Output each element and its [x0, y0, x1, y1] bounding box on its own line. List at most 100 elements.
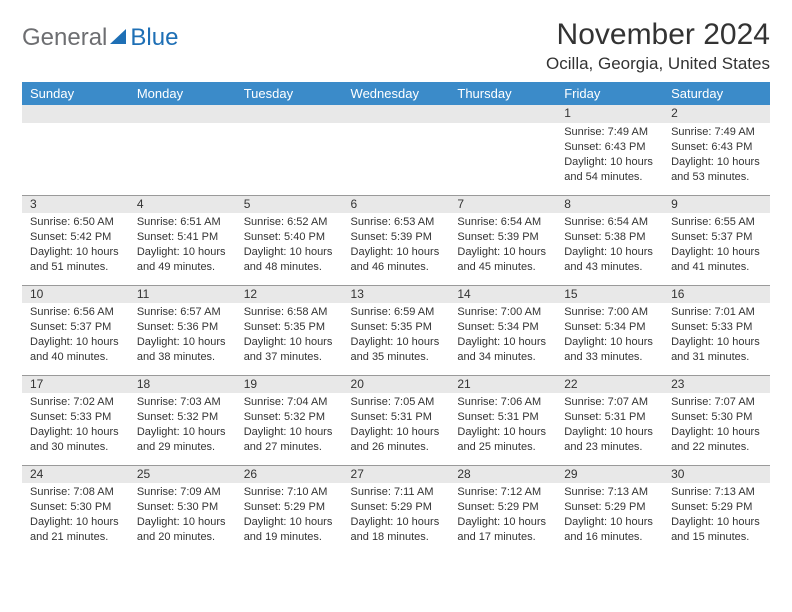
day-header: Wednesday — [343, 82, 450, 105]
day-details: Sunrise: 7:49 AMSunset: 6:43 PMDaylight:… — [556, 123, 663, 195]
sunrise-text: Sunrise: 6:57 AM — [137, 305, 228, 320]
day-details: Sunrise: 6:54 AMSunset: 5:38 PMDaylight:… — [556, 213, 663, 285]
sunset-text: Sunset: 5:37 PM — [671, 230, 762, 245]
day-details: Sunrise: 6:52 AMSunset: 5:40 PMDaylight:… — [236, 213, 343, 285]
sunrise-text: Sunrise: 6:55 AM — [671, 215, 762, 230]
calendar-body: 12 Sunrise: 7:49 AMSunset: 6:43 PMDaylig… — [22, 105, 770, 555]
sunrise-text: Sunrise: 7:03 AM — [137, 395, 228, 410]
daylight-text: Daylight: 10 hours and 51 minutes. — [30, 245, 121, 275]
sunrise-text: Sunrise: 7:02 AM — [30, 395, 121, 410]
daylight-text: Daylight: 10 hours and 53 minutes. — [671, 155, 762, 185]
week-number-row: 24252627282930 — [22, 465, 770, 483]
sunrise-text: Sunrise: 6:59 AM — [351, 305, 442, 320]
day-number: 17 — [22, 375, 129, 393]
sunset-text: Sunset: 5:31 PM — [457, 410, 548, 425]
day-details: Sunrise: 7:03 AMSunset: 5:32 PMDaylight:… — [129, 393, 236, 465]
daylight-text: Daylight: 10 hours and 15 minutes. — [671, 515, 762, 545]
day-details — [343, 123, 450, 195]
day-number: 18 — [129, 375, 236, 393]
day-details: Sunrise: 7:07 AMSunset: 5:31 PMDaylight:… — [556, 393, 663, 465]
sunset-text: Sunset: 5:32 PM — [137, 410, 228, 425]
daylight-text: Daylight: 10 hours and 41 minutes. — [671, 245, 762, 275]
month-title: November 2024 — [546, 18, 770, 52]
day-number — [22, 105, 129, 123]
sunrise-text: Sunrise: 7:49 AM — [564, 125, 655, 140]
daylight-text: Daylight: 10 hours and 19 minutes. — [244, 515, 335, 545]
sunset-text: Sunset: 5:30 PM — [137, 500, 228, 515]
daylight-text: Daylight: 10 hours and 20 minutes. — [137, 515, 228, 545]
day-number: 3 — [22, 195, 129, 213]
day-number: 5 — [236, 195, 343, 213]
day-details: Sunrise: 6:55 AMSunset: 5:37 PMDaylight:… — [663, 213, 770, 285]
day-header: Monday — [129, 82, 236, 105]
day-details: Sunrise: 7:13 AMSunset: 5:29 PMDaylight:… — [663, 483, 770, 555]
sunrise-text: Sunrise: 7:07 AM — [564, 395, 655, 410]
day-details: Sunrise: 7:10 AMSunset: 5:29 PMDaylight:… — [236, 483, 343, 555]
day-number: 20 — [343, 375, 450, 393]
week-number-row: 10111213141516 — [22, 285, 770, 303]
week-number-row: 17181920212223 — [22, 375, 770, 393]
day-details: Sunrise: 6:59 AMSunset: 5:35 PMDaylight:… — [343, 303, 450, 375]
sunset-text: Sunset: 5:29 PM — [564, 500, 655, 515]
sunset-text: Sunset: 5:38 PM — [564, 230, 655, 245]
day-details: Sunrise: 7:00 AMSunset: 5:34 PMDaylight:… — [556, 303, 663, 375]
daylight-text: Daylight: 10 hours and 46 minutes. — [351, 245, 442, 275]
day-number: 24 — [22, 465, 129, 483]
sunrise-text: Sunrise: 7:00 AM — [564, 305, 655, 320]
day-details: Sunrise: 6:56 AMSunset: 5:37 PMDaylight:… — [22, 303, 129, 375]
day-number: 7 — [449, 195, 556, 213]
daylight-text: Daylight: 10 hours and 25 minutes. — [457, 425, 548, 455]
daylight-text: Daylight: 10 hours and 33 minutes. — [564, 335, 655, 365]
calendar-head: SundayMondayTuesdayWednesdayThursdayFrid… — [22, 82, 770, 105]
week-number-row: 12 — [22, 105, 770, 123]
daylight-text: Daylight: 10 hours and 35 minutes. — [351, 335, 442, 365]
sunrise-text: Sunrise: 7:01 AM — [671, 305, 762, 320]
day-details: Sunrise: 7:06 AMSunset: 5:31 PMDaylight:… — [449, 393, 556, 465]
day-number: 16 — [663, 285, 770, 303]
day-header: Tuesday — [236, 82, 343, 105]
sunset-text: Sunset: 5:32 PM — [244, 410, 335, 425]
day-details: Sunrise: 7:08 AMSunset: 5:30 PMDaylight:… — [22, 483, 129, 555]
sunrise-text: Sunrise: 7:10 AM — [244, 485, 335, 500]
day-details: Sunrise: 7:01 AMSunset: 5:33 PMDaylight:… — [663, 303, 770, 375]
sunrise-text: Sunrise: 7:11 AM — [351, 485, 442, 500]
day-number: 2 — [663, 105, 770, 123]
day-number — [343, 105, 450, 123]
logo-text-blue: Blue — [130, 24, 178, 52]
sunset-text: Sunset: 5:31 PM — [564, 410, 655, 425]
day-details — [236, 123, 343, 195]
daylight-text: Daylight: 10 hours and 38 minutes. — [137, 335, 228, 365]
sunset-text: Sunset: 5:40 PM — [244, 230, 335, 245]
day-header: Saturday — [663, 82, 770, 105]
sunrise-text: Sunrise: 7:13 AM — [671, 485, 762, 500]
day-details: Sunrise: 6:51 AMSunset: 5:41 PMDaylight:… — [129, 213, 236, 285]
sunrise-text: Sunrise: 7:07 AM — [671, 395, 762, 410]
week-details-row: Sunrise: 6:56 AMSunset: 5:37 PMDaylight:… — [22, 303, 770, 375]
sunset-text: Sunset: 5:36 PM — [137, 320, 228, 335]
daylight-text: Daylight: 10 hours and 23 minutes. — [564, 425, 655, 455]
daylight-text: Daylight: 10 hours and 29 minutes. — [137, 425, 228, 455]
daylight-text: Daylight: 10 hours and 43 minutes. — [564, 245, 655, 275]
logo-sail-icon — [110, 24, 130, 52]
sunset-text: Sunset: 5:29 PM — [457, 500, 548, 515]
day-number: 15 — [556, 285, 663, 303]
day-number: 26 — [236, 465, 343, 483]
day-details: Sunrise: 7:00 AMSunset: 5:34 PMDaylight:… — [449, 303, 556, 375]
sunrise-text: Sunrise: 6:52 AM — [244, 215, 335, 230]
day-number: 27 — [343, 465, 450, 483]
daylight-text: Daylight: 10 hours and 26 minutes. — [351, 425, 442, 455]
sunset-text: Sunset: 5:35 PM — [351, 320, 442, 335]
day-details: Sunrise: 7:49 AMSunset: 6:43 PMDaylight:… — [663, 123, 770, 195]
sunset-text: Sunset: 5:31 PM — [351, 410, 442, 425]
sunset-text: Sunset: 5:29 PM — [351, 500, 442, 515]
sunrise-text: Sunrise: 6:53 AM — [351, 215, 442, 230]
sunrise-text: Sunrise: 6:51 AM — [137, 215, 228, 230]
day-number: 25 — [129, 465, 236, 483]
sunset-text: Sunset: 5:33 PM — [30, 410, 121, 425]
day-details: Sunrise: 6:53 AMSunset: 5:39 PMDaylight:… — [343, 213, 450, 285]
sunset-text: Sunset: 5:29 PM — [244, 500, 335, 515]
daylight-text: Daylight: 10 hours and 30 minutes. — [30, 425, 121, 455]
page-header: General Blue November 2024 Ocilla, Georg… — [22, 18, 770, 74]
day-header: Sunday — [22, 82, 129, 105]
day-details: Sunrise: 7:11 AMSunset: 5:29 PMDaylight:… — [343, 483, 450, 555]
